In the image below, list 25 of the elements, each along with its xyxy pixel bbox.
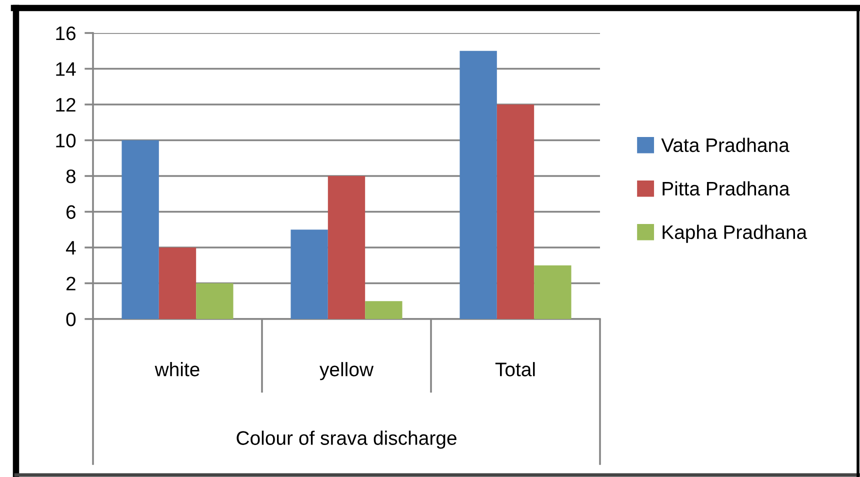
x-tick-label: Total	[495, 362, 535, 376]
x-tick-label: white	[154, 362, 200, 376]
y-tick-label: 0	[66, 312, 76, 326]
bar	[328, 176, 366, 319]
bar	[122, 140, 159, 319]
legend-label: Vata Pradhana	[661, 138, 790, 152]
y-tick-label: 14	[56, 62, 76, 76]
y-tick-label: 10	[56, 134, 76, 148]
y-tick-label: 12	[56, 98, 76, 112]
bar	[460, 50, 497, 319]
y-tick-label: 4	[66, 241, 76, 255]
x-axis-title: Colour of srava discharge	[236, 430, 456, 449]
y-tick-label: 2	[66, 276, 76, 290]
bar	[290, 230, 328, 319]
x-tick-label: yellow	[320, 362, 374, 380]
y-tick-label: 16	[56, 26, 76, 40]
bar	[196, 283, 234, 319]
bar	[158, 248, 196, 319]
bar	[365, 301, 402, 319]
bar	[496, 104, 534, 319]
y-tick-label: 8	[66, 169, 76, 184]
legend-label: Pitta Pradhana	[662, 181, 790, 196]
y-tick-label: 6	[66, 205, 76, 219]
bar	[534, 265, 572, 319]
legend-label: Kapha Pradhana	[662, 224, 808, 243]
